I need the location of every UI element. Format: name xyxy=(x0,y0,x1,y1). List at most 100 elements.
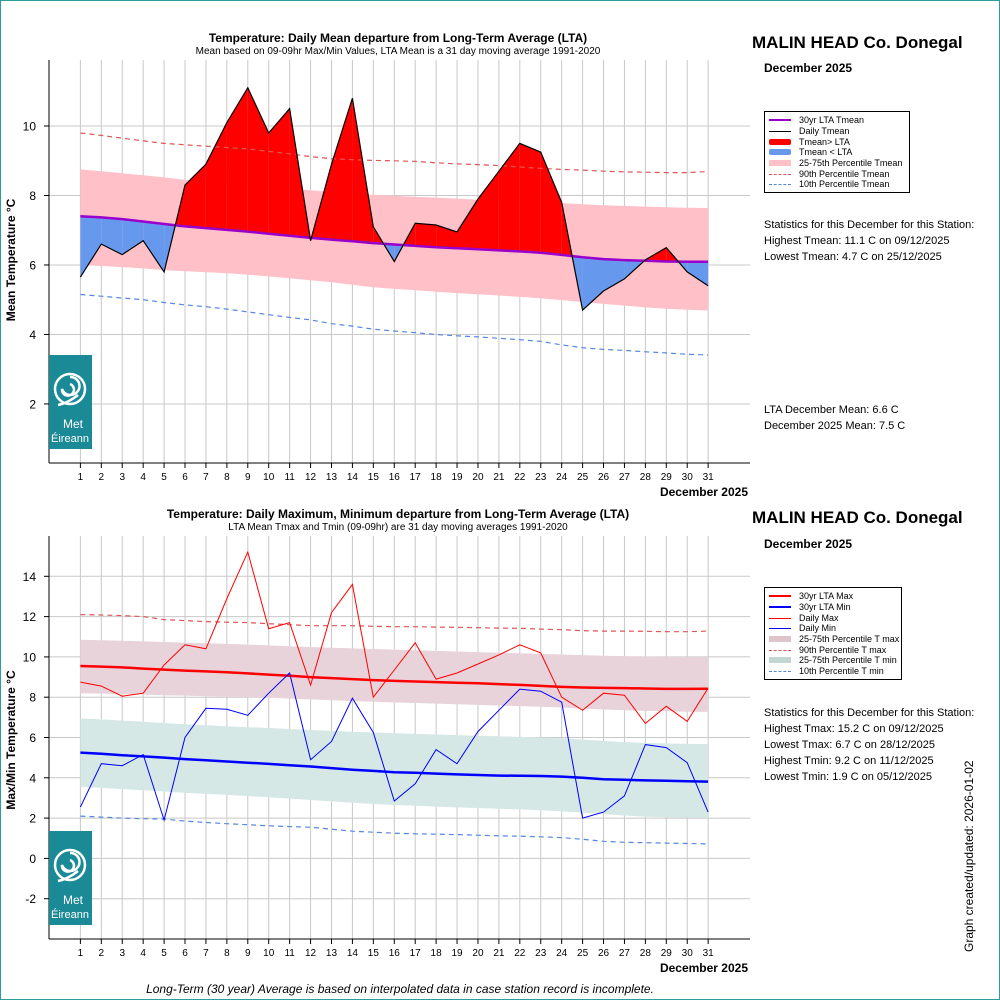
x-tick-label: 6 xyxy=(182,948,188,959)
met-eireann-logo: Met Éireann xyxy=(49,831,92,925)
x-tick-label: 5 xyxy=(161,948,167,959)
x-tick-label: 21 xyxy=(493,948,505,959)
below-lta-fill xyxy=(687,261,709,286)
x-tick-label: 17 xyxy=(410,948,422,959)
above-lta-fill xyxy=(457,199,478,250)
x-tick-label: 10 xyxy=(263,948,275,959)
stat-line: Highest Tmax: 15.2 C on 09/12/2025 xyxy=(764,723,944,735)
legend-item: 90th Percentile T max xyxy=(769,644,897,655)
plot-area: 1 2 3 4 5 6 7 8 9 10 11 12 13 14 15 16 17 18 19 20 21 22 23 24 2… xyxy=(23,60,750,483)
below-lta-fill xyxy=(582,257,604,311)
x-tick-label: 7 xyxy=(203,948,209,959)
daily-min-line xyxy=(79,672,709,822)
y-axis-label: Mean Temperature °C xyxy=(4,198,18,321)
p10-line xyxy=(80,293,709,356)
x-tick-label: 12 xyxy=(305,472,317,483)
y-tick-label: 0 xyxy=(29,852,36,866)
x-tick-label: 28 xyxy=(640,948,652,959)
y-tick-label: 8 xyxy=(29,691,36,705)
logo-text: Éireann xyxy=(51,432,89,445)
below-lta-fill xyxy=(122,219,144,255)
stats-heading: Statistics for this December for this St… xyxy=(764,219,975,231)
y-axis-label: Max/Min Temperature °C xyxy=(4,670,18,810)
percentile-band-min xyxy=(80,718,709,818)
y-tick-label: 2 xyxy=(29,812,36,826)
x-tick-label: 17 xyxy=(410,472,422,483)
x-tick-label: 22 xyxy=(514,948,526,959)
y-tick-label: 6 xyxy=(29,731,36,745)
above-lta-fill xyxy=(205,122,227,230)
period-label: December 2025 xyxy=(764,61,853,75)
x-tick-label: 16 xyxy=(389,472,401,483)
y-tick-label: 14 xyxy=(23,570,37,584)
met-eireann-logo: Met Éireann xyxy=(49,355,92,449)
y-tick-label: 8 xyxy=(29,189,36,203)
x-tick-label: 8 xyxy=(224,948,230,959)
updated-label: Graph created/updated: 2026-01-02 xyxy=(962,760,976,952)
legend-label: 10th Percentile Tmean xyxy=(799,179,890,190)
legend-swatch xyxy=(769,126,791,136)
logo-text: Met xyxy=(63,893,84,907)
swirl-icon: Met Éireann xyxy=(51,372,89,445)
y-tick-label: 10 xyxy=(23,120,37,134)
y-tick-label: 4 xyxy=(29,328,36,342)
y-tick-label: -2 xyxy=(25,892,36,906)
x-tick-label: 29 xyxy=(661,472,673,483)
legend-item: 30yr LTA Max xyxy=(769,591,897,602)
legend-swatch xyxy=(769,591,791,601)
x-axis-label: December 2025 xyxy=(660,485,748,499)
logo-text: Met xyxy=(63,417,84,431)
p10-min-line xyxy=(80,815,709,845)
x-tick-label: 14 xyxy=(347,948,359,959)
stat-line: Lowest Tmean: 4.7 C on 25/12/2025 xyxy=(764,251,942,263)
x-tick-label: 15 xyxy=(368,472,380,483)
above-lta-fill xyxy=(519,143,541,253)
stats-heading: Statistics for this December for this St… xyxy=(764,707,975,719)
legend-label: Daily Tmean xyxy=(799,126,850,137)
mean-line: LTA December Mean: 6.6 C xyxy=(764,404,899,416)
legend-swatch xyxy=(769,115,791,125)
legend-label: 90th Percentile Tmean xyxy=(799,168,890,179)
x-tick-label: 13 xyxy=(326,948,338,959)
above-lta-fill xyxy=(498,143,520,252)
above-lta-fill xyxy=(352,98,374,244)
means-block: LTA December Mean: 6.6 C December 2025 M… xyxy=(764,402,905,434)
x-tick-label: 11 xyxy=(284,948,295,959)
stat-line: Lowest Tmax: 6.7 C on 28/12/2025 xyxy=(764,739,936,751)
stat-line: Lowest Tmin: 1.9 C on 05/12/2025 xyxy=(764,771,932,783)
daily-max-line xyxy=(80,550,709,725)
legend-label: Tmean> LTA xyxy=(799,136,850,147)
plot-area: 1 2 3 4 5 6 7 8 9 10 11 12 13 14 15 16 17 18 19 20 21 22 23 24 2… xyxy=(23,536,750,959)
p90-line xyxy=(80,132,709,174)
percentile-band-max xyxy=(80,639,709,712)
legend-item: Daily Tmean xyxy=(769,126,905,137)
x-tick-label: 20 xyxy=(472,472,484,483)
x-tick-label: 23 xyxy=(535,472,547,483)
legend-item: 25-75th Percentile Tmean xyxy=(769,158,905,169)
chart-title: Temperature: Daily Maximum, Minimum depa… xyxy=(167,507,629,521)
stats-block-top: Statistics for this December for this St… xyxy=(764,217,974,265)
above-lta-fill xyxy=(540,152,562,255)
x-tick-label: 2 xyxy=(99,948,105,959)
x-tick-label: 15 xyxy=(368,948,380,959)
stat-line: Highest Tmean: 11.1 C on 09/12/2025 xyxy=(764,235,950,247)
x-tick-label: 7 xyxy=(203,472,209,483)
x-tick-label: 20 xyxy=(472,948,484,959)
x-tick-label: 27 xyxy=(619,948,631,959)
x-tick-label: 4 xyxy=(140,472,146,483)
legend-swatch xyxy=(769,623,791,633)
below-lta-fill xyxy=(143,221,165,272)
legend-label: 90th Percentile T max xyxy=(799,644,887,655)
chart-title: Temperature: Daily Mean departure from L… xyxy=(209,31,587,45)
x-tick-label: 6 xyxy=(182,472,188,483)
x-tick-label: 30 xyxy=(682,948,694,959)
x-tick-label: 13 xyxy=(326,472,338,483)
swirl-icon: Met Éireann xyxy=(51,848,89,921)
legend-item: 30yr LTA Tmean xyxy=(769,115,905,126)
period-label: December 2025 xyxy=(764,537,853,551)
p90-max-line xyxy=(80,614,709,633)
x-tick-label: 19 xyxy=(451,472,463,483)
lta-mean-line xyxy=(80,215,709,264)
y-tick-label: 6 xyxy=(29,258,36,272)
footnote: Long-Term (30 year) Average is based on … xyxy=(146,982,654,996)
